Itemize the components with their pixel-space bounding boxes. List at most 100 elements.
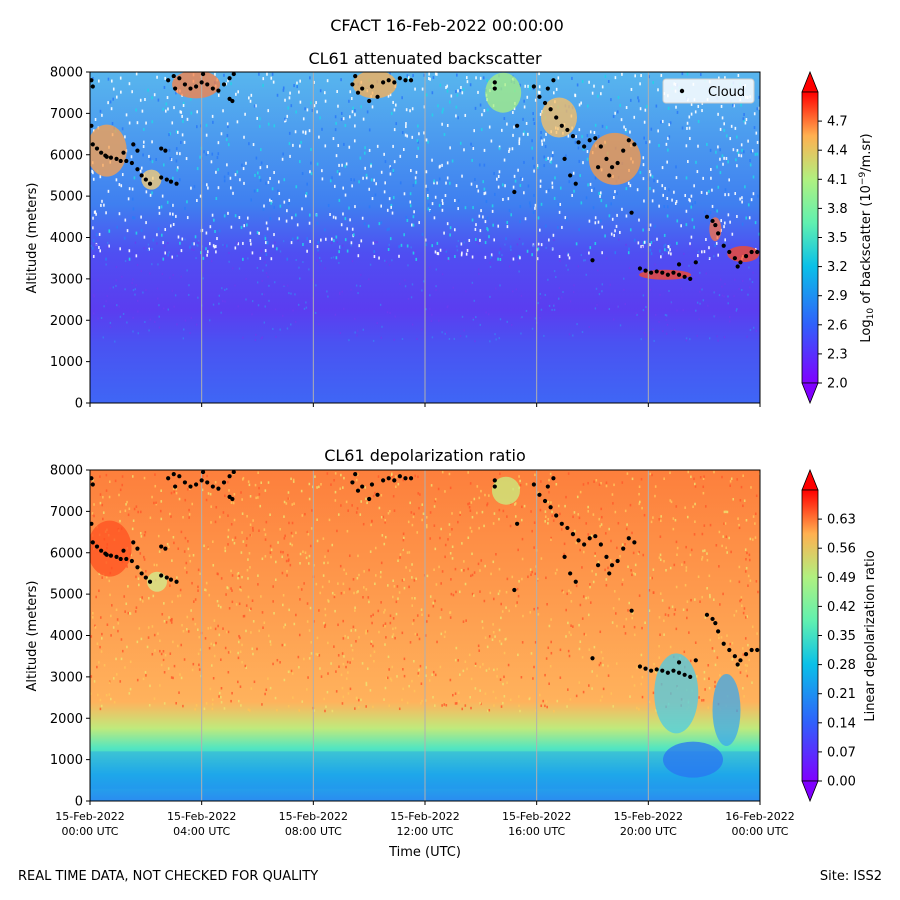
cloud-point [159, 573, 164, 578]
cloud-point [381, 478, 386, 483]
x-tick-time: 00:00 UTC [731, 825, 788, 838]
cloud-point [492, 80, 497, 85]
cloud-point [568, 173, 573, 178]
colorbar-tick-label: 0.07 [827, 745, 856, 760]
cloud-point [665, 670, 670, 675]
cloud-point [660, 668, 665, 673]
cloud-point [573, 181, 578, 186]
cloud-point [205, 480, 210, 485]
depolarization-title: CL61 depolarization ratio [324, 446, 526, 465]
cloud-point [231, 470, 236, 475]
cloud-point [671, 270, 676, 275]
cloud-point [626, 138, 631, 143]
cloud-point [386, 476, 391, 481]
cloud-point [545, 484, 550, 489]
backscatter-y-axis: 0 1000 2000 3000 4000 5000 6000 7000 8000 [50, 66, 90, 412]
cloud-point [210, 86, 215, 91]
cloud-point [559, 521, 564, 526]
cloud-point [403, 78, 408, 83]
cloud-point [732, 654, 737, 659]
cloud-point [114, 554, 119, 559]
cloud-point [607, 571, 612, 576]
cloud-point [174, 181, 179, 186]
cloud-point [166, 476, 171, 481]
cloud-point [590, 258, 595, 263]
cloud-point [735, 264, 740, 269]
depolarization-panel: CL61 depolarization ratio 0 1000 2000 3000 4… [25, 446, 878, 860]
cloud-point [554, 115, 559, 120]
cloud-point [397, 474, 402, 479]
cloud-point [609, 563, 615, 568]
x-axis-label: Time (UTC) [388, 845, 461, 860]
cloud-point [188, 484, 193, 489]
cloud-point [188, 86, 193, 91]
cloud-point [749, 647, 754, 653]
cloud-point [676, 272, 682, 277]
cloud-point [381, 80, 386, 85]
cloud-point [671, 668, 676, 673]
y-tick-label: 1000 [50, 355, 83, 370]
cloud-point [397, 76, 402, 81]
cloud-point [182, 480, 188, 485]
colorbar-tick-label: 2.9 [827, 289, 848, 304]
cloud-point [408, 476, 414, 481]
cloud-point [632, 142, 637, 147]
x-tick-date: 15-Feb-2022 [279, 810, 348, 823]
colorbar-tick-label: 2.3 [827, 347, 848, 362]
x-tick-date: 15-Feb-2022 [614, 810, 683, 823]
cloud-point [221, 82, 227, 87]
cloud-point [139, 571, 144, 576]
x-tick-date: 16-Feb-2022 [725, 810, 794, 823]
cloud-point [515, 123, 520, 128]
cloud-point [375, 94, 380, 99]
colorbar-scale [801, 91, 819, 384]
cloud-point [230, 98, 235, 104]
y-tick-label: 3000 [50, 272, 83, 287]
cloud-point [593, 136, 598, 141]
cloud-point [139, 173, 144, 178]
backscatter-colorbar-label: Log10 of backscatter (10−9/m.sr) [858, 133, 876, 342]
depolarization-colorbar: 0.00 0.07 0.14 0.21 0.28 0.35 0.42 0.49 0.56 0.63… [801, 468, 878, 803]
cloud-point [147, 579, 153, 584]
cloud-point [704, 612, 710, 617]
cloud-point [173, 86, 178, 91]
cloud-point [598, 144, 603, 149]
cloud-point [515, 521, 520, 526]
y-tick-label: 4000 [50, 231, 83, 246]
colorbar-max-extend [801, 468, 819, 491]
cloud-point [693, 260, 698, 265]
cloud-point [199, 80, 204, 85]
cloud-point [595, 165, 601, 170]
x-tick-time: 16:00 UTC [508, 825, 565, 838]
cloud-point [755, 249, 760, 255]
cloud-point [386, 78, 391, 83]
colorbar-tick-label: 0.14 [827, 716, 856, 731]
cloud-point [367, 496, 372, 502]
cloud-point [621, 148, 626, 153]
cloud-point [537, 492, 542, 497]
cloud-point [716, 231, 721, 236]
cloud-point [629, 210, 634, 215]
x-tick-date: 15-Feb-2022 [502, 810, 571, 823]
backscatter-panel: CL61 attenuated backscatter 0 1000 2000 300… [25, 49, 876, 412]
legend-cloud-label: Cloud [708, 85, 745, 100]
cloud-point [654, 269, 659, 274]
cloud-point [104, 552, 109, 557]
cloud-point [582, 144, 587, 149]
cloud-point [665, 272, 670, 277]
backscatter-cloud-points [90, 72, 760, 281]
depolarization-cloud-layers [90, 476, 741, 778]
cloud-point [688, 674, 693, 679]
cloud-point [755, 647, 760, 653]
cloud-point [193, 482, 199, 487]
cloud-point [721, 641, 726, 646]
cloud-point [548, 505, 553, 510]
site-label: Site: ISS2 [819, 869, 882, 884]
legend-cloud-marker [679, 88, 685, 94]
cloud-point [159, 146, 164, 151]
backscatter-colorbar: 2.0 2.3 2.6 2.9 3.2 3.5 3.8 4.1 4.4 4.7 Log10 of … [801, 70, 876, 405]
cloud-point [164, 575, 169, 580]
cloud-point [199, 478, 204, 483]
cloud-point [615, 558, 620, 564]
